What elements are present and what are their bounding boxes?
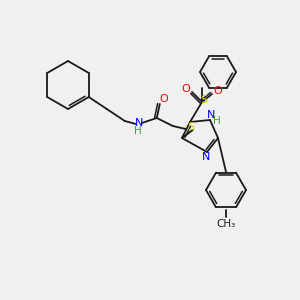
Text: N: N xyxy=(135,118,143,128)
Text: O: O xyxy=(214,86,222,96)
Text: O: O xyxy=(182,84,190,94)
Text: O: O xyxy=(159,94,168,104)
Text: S: S xyxy=(200,95,208,105)
Text: H: H xyxy=(213,116,221,126)
Text: S: S xyxy=(187,122,194,132)
Text: H: H xyxy=(134,126,142,136)
Text: CH₃: CH₃ xyxy=(216,219,236,229)
Text: N: N xyxy=(202,152,210,162)
Text: N: N xyxy=(207,110,215,120)
